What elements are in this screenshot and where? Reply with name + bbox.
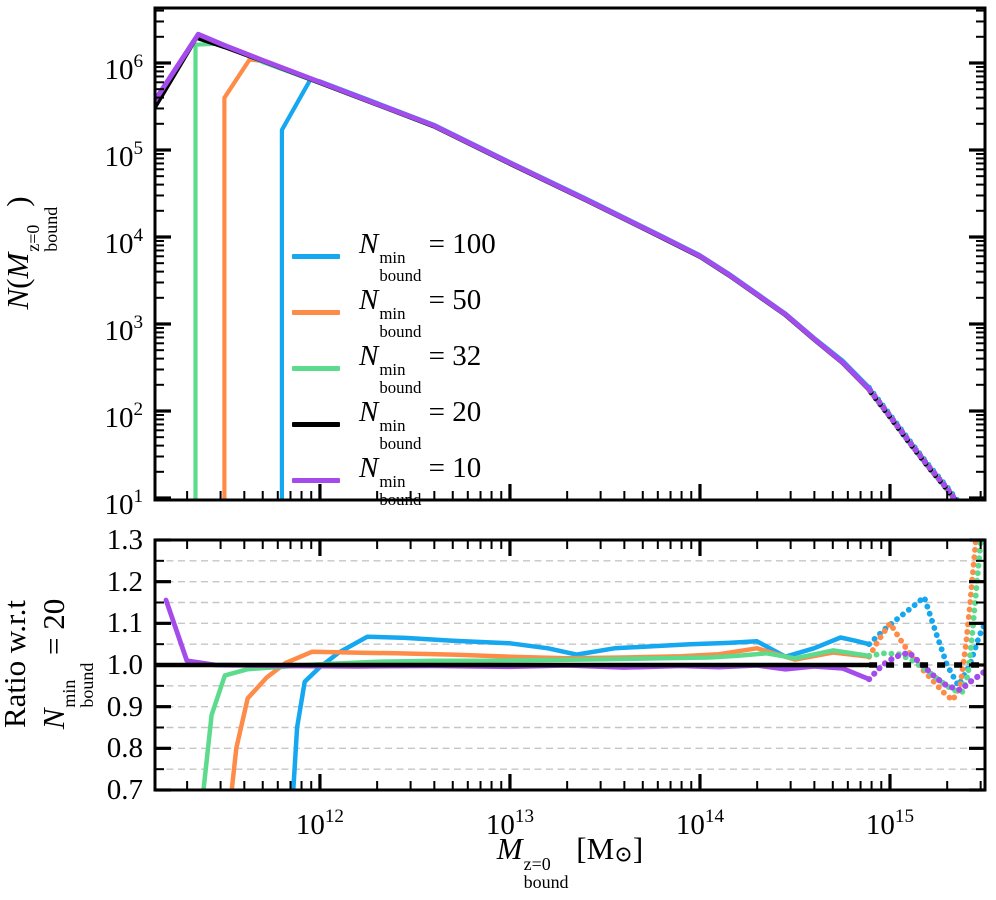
series-ratio_100-dotted [866, 594, 984, 689]
bottom-panel-series [156, 541, 984, 789]
series-Nbound_min_32-solid [193, 41, 872, 499]
series-Nbound_min_20-solid [156, 35, 872, 393]
tick-marks [155, 9, 985, 792]
series-Nbound_min_50-solid [222, 57, 872, 499]
series-ratio_32-solid [201, 648, 872, 789]
series-ratio_50-dotted [866, 541, 979, 704]
top-panel-border [153, 6, 987, 502]
series-Nbound_min_10-solid [156, 31, 872, 392]
series-Nbound_min_10-dotted [865, 386, 959, 499]
series-ratio_10-dotted [866, 649, 984, 694]
series-Nbound_min_100-solid [279, 77, 872, 499]
series-ratio_10-solid [163, 597, 872, 682]
top-panel-series [156, 31, 960, 499]
series-ratio_50-solid [229, 646, 872, 789]
